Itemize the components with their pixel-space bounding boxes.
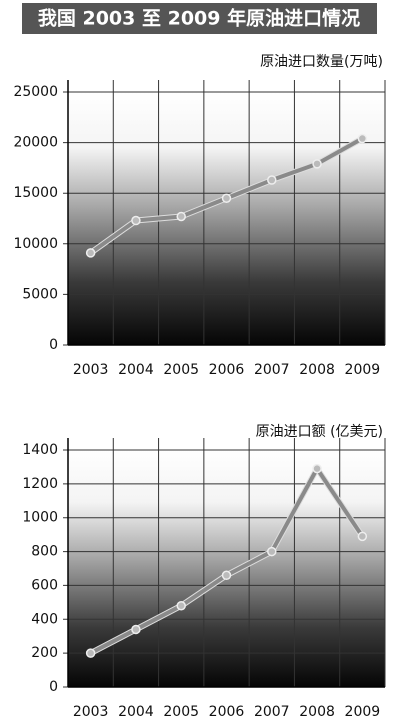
y-tick-label: 1000 — [22, 510, 58, 526]
x-tick-label: 2003 — [73, 704, 109, 720]
point — [131, 624, 141, 635]
plot-bg — [68, 450, 385, 687]
point — [85, 248, 96, 258]
y-tick-label: 5000 — [22, 286, 58, 302]
y-tick-label: 0 — [49, 679, 58, 695]
y-axis-unit: 原油进口数量(万吨) — [260, 54, 383, 70]
point — [357, 133, 368, 144]
point — [357, 531, 368, 542]
point — [312, 463, 322, 474]
x-tick-label: 2004 — [118, 362, 154, 378]
x-tick-label: 2009 — [345, 704, 381, 720]
x-tick-label: 2005 — [163, 704, 199, 720]
banner-title: 我国 2003 至 2009 年原油进口情况 — [38, 7, 360, 30]
y-tick-label: 400 — [31, 611, 58, 627]
point — [221, 193, 232, 204]
y-tick-label: 20000 — [13, 135, 58, 151]
point — [176, 600, 186, 611]
x-tick-label: 2007 — [254, 704, 290, 720]
point — [131, 215, 141, 226]
x-tick-label: 2005 — [163, 362, 199, 378]
x-tick-label: 2004 — [118, 704, 154, 720]
y-tick-label: 15000 — [13, 185, 58, 201]
x-tick-label: 2003 — [73, 362, 109, 378]
y-tick-label: 800 — [31, 544, 58, 560]
banner-bg — [22, 3, 377, 34]
point — [221, 570, 232, 581]
x-tick-label: 2009 — [345, 362, 381, 378]
y-tick-label: 200 — [31, 645, 58, 661]
point — [176, 211, 186, 222]
x-tick-label: 2008 — [299, 362, 335, 378]
y-tick-label: 10000 — [13, 236, 58, 252]
point — [312, 159, 322, 169]
point — [267, 546, 277, 557]
y-tick-label: 1400 — [22, 442, 58, 458]
plot-bg — [68, 92, 385, 345]
x-tick-label: 2006 — [209, 704, 245, 720]
point — [267, 175, 277, 185]
y-tick-label: 600 — [31, 577, 58, 593]
y-axis-unit: 原油进口额 (亿美元) — [256, 424, 383, 440]
point — [85, 648, 96, 658]
y-tick-label: 25000 — [13, 84, 58, 100]
x-tick-label: 2006 — [209, 362, 245, 378]
y-tick-label: 1200 — [22, 476, 58, 492]
x-tick-label: 2007 — [254, 362, 290, 378]
x-tick-label: 2008 — [299, 704, 335, 720]
y-tick-label: 0 — [49, 337, 58, 353]
